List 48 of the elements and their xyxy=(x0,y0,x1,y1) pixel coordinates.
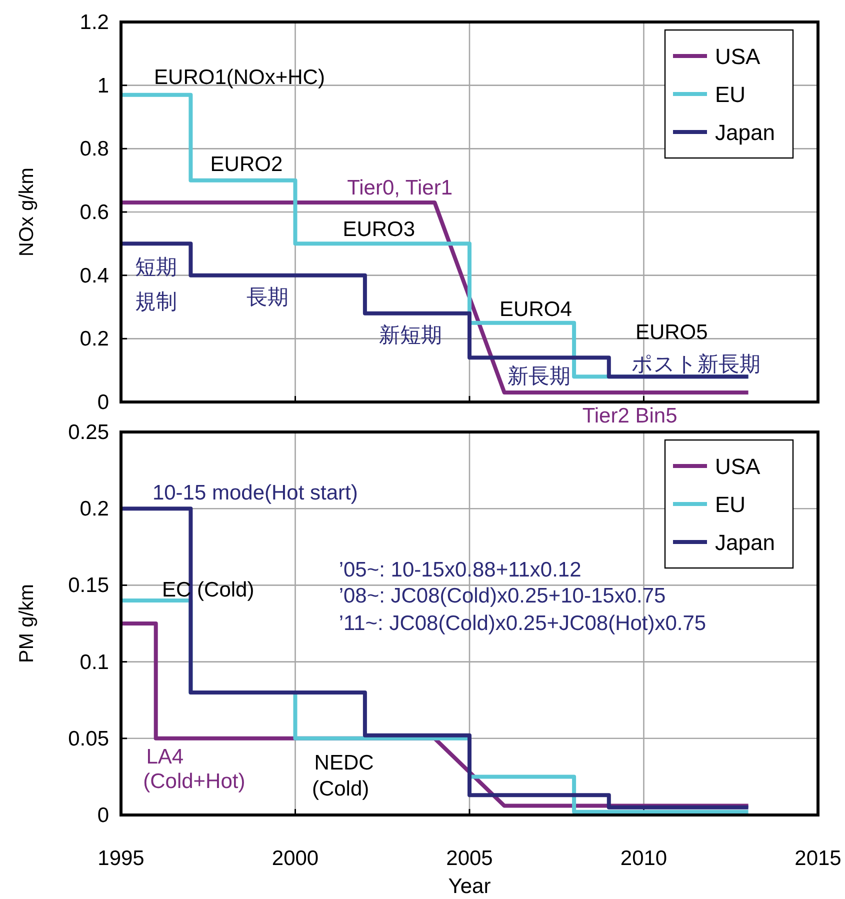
annotation: 長期 xyxy=(246,286,288,309)
y-tick-label: 0 xyxy=(97,391,109,414)
y-tick-label: 0.25 xyxy=(68,421,109,444)
legend-label: Japan xyxy=(715,530,775,555)
annotation: ポスト新長期 xyxy=(632,353,761,376)
text: Tier2 Bin5 xyxy=(582,404,678,428)
annotation: ’08~: JC08(Cold)x0.25+10-15x0.75 xyxy=(338,584,666,608)
annotation: EURO4 xyxy=(500,298,572,321)
y-tick-label: 0.1 xyxy=(80,650,109,674)
annotation: (Cold) xyxy=(312,777,370,800)
y-tick-label: 0.4 xyxy=(80,264,110,288)
annotation: EURO2 xyxy=(210,152,283,176)
legend-label: EU xyxy=(715,492,746,517)
annotation: 10-15 mode(Hot start) xyxy=(152,482,358,505)
y-tick-label: 0.2 xyxy=(80,328,109,351)
x-tick-label: 2010 xyxy=(620,847,668,870)
annotation: 新短期 xyxy=(378,324,442,347)
annotation: EURO5 xyxy=(635,321,708,344)
annotation: LA4 xyxy=(146,745,184,768)
x-tick-label: 2005 xyxy=(446,847,493,870)
annotation: (Cold+Hot) xyxy=(143,770,246,793)
legend-label: USA xyxy=(715,44,761,69)
y-tick-label: 0.8 xyxy=(80,138,109,161)
legend-label: USA xyxy=(715,454,761,479)
y-axis-title: NOx g/km xyxy=(16,168,38,256)
y-tick-label: 0.15 xyxy=(68,574,109,598)
annotation: 規制 xyxy=(134,290,177,314)
annotation: ’11~: JC08(Cold)x0.25+JC08(Hot)x0.75 xyxy=(338,612,706,635)
annotation: 短期 xyxy=(134,256,177,279)
legend-label: EU xyxy=(715,82,746,107)
annotation: 新長期 xyxy=(508,365,571,388)
annotation: NEDC xyxy=(314,751,374,774)
x-tick-label: 1995 xyxy=(98,847,144,870)
x-axis-title: Year xyxy=(448,875,491,898)
y-tick-label: 0.6 xyxy=(80,201,109,224)
y-axis-title: PM g/km xyxy=(16,584,38,663)
y-tick-label: 1 xyxy=(97,74,109,98)
annotation: EURO1(NOx+HC) xyxy=(154,66,325,89)
y-tick-label: 0.2 xyxy=(80,498,109,521)
annotation: EURO3 xyxy=(342,218,416,241)
y-tick-label: 0 xyxy=(97,804,109,827)
y-tick-label: 1.2 xyxy=(80,11,109,34)
x-tick-label: 2015 xyxy=(794,847,842,870)
legend-label: Japan xyxy=(715,120,775,145)
annotation: ’05~: 10-15x0.88+11x0.12 xyxy=(338,558,582,582)
annotation: Tier0, Tier1 xyxy=(347,176,453,200)
x-tick-label: 2000 xyxy=(272,847,319,870)
y-tick-label: 0.05 xyxy=(68,727,109,750)
